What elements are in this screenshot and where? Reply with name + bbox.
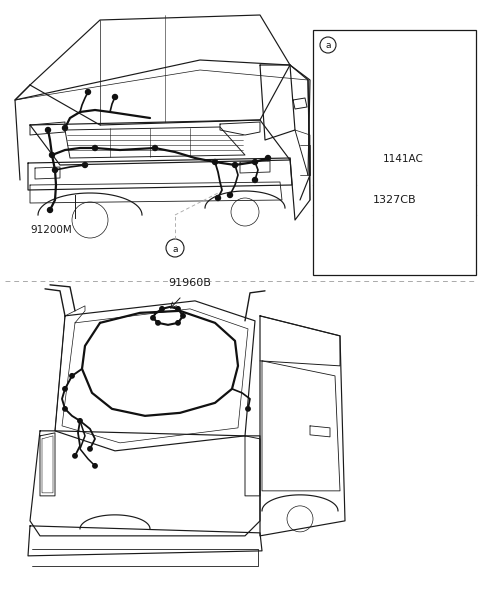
Circle shape <box>389 130 395 135</box>
Bar <box>313 30 476 275</box>
Circle shape <box>48 208 52 213</box>
Circle shape <box>216 196 220 201</box>
Circle shape <box>153 146 157 150</box>
Text: 91960B: 91960B <box>168 278 211 288</box>
Circle shape <box>78 419 82 423</box>
Circle shape <box>151 316 155 320</box>
Circle shape <box>156 321 160 325</box>
Circle shape <box>70 374 74 378</box>
Circle shape <box>63 387 67 391</box>
Circle shape <box>181 313 185 318</box>
Circle shape <box>160 307 164 311</box>
Circle shape <box>176 307 180 311</box>
Text: 1327CB: 1327CB <box>372 195 416 205</box>
Text: 1141AC: 1141AC <box>383 154 424 164</box>
Circle shape <box>232 162 238 167</box>
Circle shape <box>49 152 55 158</box>
Text: 91200M: 91200M <box>30 225 72 235</box>
Circle shape <box>46 127 50 132</box>
Circle shape <box>252 178 257 182</box>
Circle shape <box>63 406 67 411</box>
Circle shape <box>228 193 232 198</box>
Text: a: a <box>325 42 331 51</box>
Text: a: a <box>172 245 178 254</box>
Circle shape <box>246 406 250 411</box>
Circle shape <box>73 454 77 458</box>
Circle shape <box>83 162 87 167</box>
Circle shape <box>265 155 271 161</box>
Circle shape <box>252 159 257 164</box>
Circle shape <box>52 167 58 173</box>
Circle shape <box>93 464 97 468</box>
Circle shape <box>85 89 91 94</box>
Circle shape <box>88 447 92 451</box>
Circle shape <box>391 251 397 259</box>
Circle shape <box>112 94 118 100</box>
Circle shape <box>213 159 217 164</box>
Circle shape <box>62 126 68 130</box>
Circle shape <box>93 146 97 150</box>
Circle shape <box>176 321 180 325</box>
